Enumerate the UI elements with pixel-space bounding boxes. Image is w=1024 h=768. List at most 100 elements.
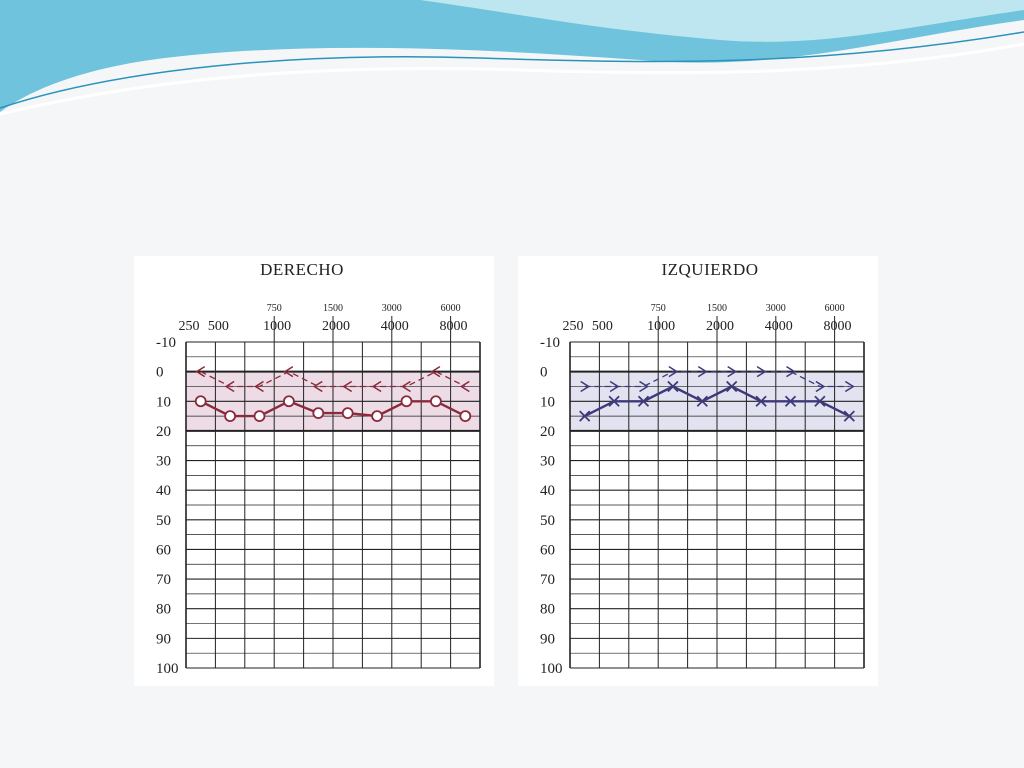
data-point-marker: [756, 366, 767, 378]
marker-bracket-left: [459, 380, 470, 393]
data-point-marker: [579, 410, 591, 422]
data-point-marker: [312, 380, 323, 393]
data-point-marker: [195, 366, 206, 378]
series-line-bone: [200, 370, 466, 388]
marker-cross: [726, 380, 738, 393]
marker-bracket-left: [312, 380, 323, 393]
data-point-marker: [844, 380, 855, 393]
x-tick-label-half: 3000: [382, 303, 402, 314]
marker-bracket-right: [815, 380, 826, 393]
data-point-marker: [843, 410, 855, 422]
data-point-marker: [429, 395, 442, 408]
x-tick-label-half: 1500: [323, 303, 343, 314]
marker-cross: [667, 380, 679, 393]
marker-cross: [814, 395, 826, 407]
chart-title-left: IZQUIERDO: [661, 260, 759, 279]
data-point-marker: [784, 395, 797, 407]
y-tick-label: -10: [540, 335, 560, 351]
marker-bracket-right: [756, 366, 767, 378]
x-tick-label: 1000: [647, 319, 675, 334]
x-tick-label: 500: [208, 319, 229, 334]
y-tick-label: 50: [156, 513, 171, 529]
y-tick-label: -10: [156, 335, 176, 351]
data-point-marker: [312, 407, 325, 420]
data-point-marker: [786, 366, 796, 378]
data-point-marker: [668, 366, 679, 378]
marker-bracket-left: [283, 366, 294, 378]
y-tick-label: 90: [540, 631, 555, 647]
x-tick-label: 2000: [322, 319, 350, 334]
marker-bracket-right: [668, 366, 679, 378]
x-tick-label: 4000: [765, 319, 793, 334]
data-point-marker: [755, 395, 767, 407]
audiogram-right-ear: DERECHO 250 500 1000 2000 4000 8000 750 1500 300…: [134, 256, 494, 686]
y-tick-label: 60: [540, 542, 555, 558]
data-point-marker: [342, 380, 353, 393]
marker-circle: [400, 395, 413, 408]
x-tick-label: 500: [592, 319, 613, 334]
marker-bracket-right: [727, 366, 738, 378]
data-point-marker: [637, 395, 650, 407]
y-tick-label: 40: [540, 483, 555, 499]
data-point-marker: [697, 366, 708, 378]
data-point-marker: [282, 395, 295, 408]
x-tick-label-half: 3000: [766, 303, 786, 314]
y-tick-label: 100: [156, 661, 179, 677]
x-tick-label: 4000: [381, 319, 409, 334]
y-tick-label: 70: [540, 572, 555, 588]
wave-line-1: [0, 31, 1024, 109]
marker-cross: [755, 395, 767, 407]
marker-cross: [843, 410, 855, 422]
marker-circle: [194, 395, 207, 408]
data-point-marker: [814, 395, 826, 407]
marker-bracket-left: [195, 366, 206, 378]
data-point-marker: [400, 395, 413, 408]
data-point-marker: [639, 380, 649, 393]
marker-bracket-left: [371, 380, 382, 393]
x-tick-label: 250: [562, 319, 583, 334]
series-line-air: [200, 399, 466, 418]
y-tick-label: 50: [540, 513, 555, 529]
x-tick-label: 2000: [706, 319, 734, 334]
data-point-marker: [430, 366, 441, 378]
data-point-marker: [224, 410, 236, 422]
marker-bracket-right: [609, 380, 620, 393]
marker-bracket-left: [430, 366, 441, 378]
marker-bracket-right: [639, 380, 649, 393]
y-tick-label: 20: [156, 424, 171, 440]
data-point-marker: [580, 380, 591, 393]
chart-title-right: DERECHO: [260, 260, 344, 279]
data-point-marker: [608, 395, 620, 407]
x-tick-label-half: 6000: [825, 303, 845, 314]
marker-circle: [371, 410, 384, 422]
y-tick-label: 10: [540, 394, 555, 410]
marker-circle: [459, 410, 472, 422]
marker-circle: [224, 410, 236, 422]
data-point-marker: [371, 410, 384, 422]
data-point-marker: [667, 380, 679, 393]
data-point-marker: [609, 380, 620, 393]
marker-bracket-right: [844, 380, 855, 393]
marker-bracket-left: [401, 380, 411, 393]
x-tick-label-half: 1500: [707, 303, 727, 314]
marker-circle: [253, 410, 266, 422]
data-point-marker: [341, 407, 354, 420]
data-point-marker: [696, 395, 708, 407]
marker-bracket-right: [786, 366, 796, 378]
marker-cross: [637, 395, 650, 407]
y-tick-label: 0: [540, 365, 548, 381]
y-tick-label: 90: [156, 631, 171, 647]
series-line-bone: [584, 370, 850, 388]
y-tick-label: 30: [540, 454, 555, 470]
header-wave-decoration: [0, 0, 1024, 116]
y-tick-label: 80: [156, 602, 171, 618]
data-point-marker: [726, 380, 738, 393]
marker-circle: [429, 395, 442, 408]
marker-cross: [784, 395, 797, 407]
y-tick-label: 40: [156, 483, 171, 499]
marker-bracket-left: [342, 380, 353, 393]
data-point-marker: [254, 380, 264, 393]
x-tick-label: 250: [178, 319, 199, 334]
